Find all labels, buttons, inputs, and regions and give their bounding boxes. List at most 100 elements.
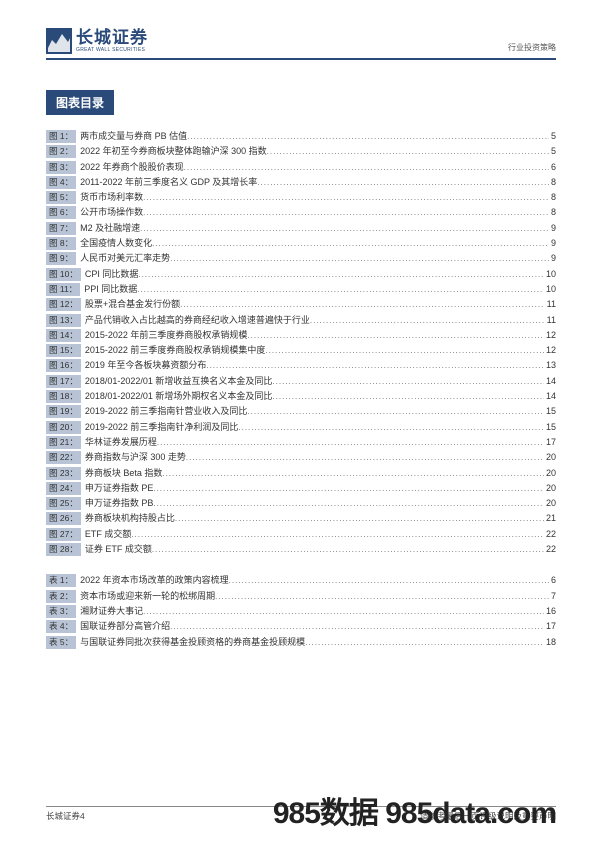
figure-page: 8 bbox=[549, 205, 556, 220]
figure-title: 2018/01-2022/01 新增收益互换名义本金及同比 bbox=[85, 374, 273, 389]
figure-tag: 图 1： bbox=[46, 130, 76, 143]
figure-page: 11 bbox=[545, 313, 556, 328]
figure-row: 图 17：2018/01-2022/01 新增收益互换名义本金及同比14 bbox=[46, 374, 556, 389]
figure-page: 6 bbox=[549, 160, 556, 175]
page-container: 长城证券 GREAT WALL SECURITIES 行业投资策略 图表目录 图… bbox=[0, 0, 596, 696]
figure-row: 图 13： 产品代销收入占比越高的券商经纪收入增速普遍快于行业 11 bbox=[46, 313, 556, 328]
table-tag: 表 1： bbox=[46, 574, 76, 587]
toc-leader-dots bbox=[184, 160, 549, 175]
figure-row: 图 23：券商板块 Beta 指数20 bbox=[46, 466, 556, 481]
figures-list: 图 1：两市成交量与券商 PB 估值5图 2：2022 年初至今券商板块整体跑输… bbox=[46, 129, 556, 557]
figure-row: 图 5：货币市场利率数8 bbox=[46, 190, 556, 205]
figure-row: 图 22：券商指数与沪深 300 走势20 bbox=[46, 450, 556, 465]
toc-leader-dots bbox=[187, 129, 549, 144]
figure-page: 12 bbox=[544, 343, 556, 358]
figure-tag: 图 15： bbox=[46, 344, 81, 357]
figure-title: 2019-2022 前三季指南针营业收入及同比 bbox=[85, 404, 248, 419]
figure-title: 2022 年初至今券商板块整体跑输沪深 300 指数 bbox=[80, 144, 267, 159]
figure-page: 9 bbox=[549, 251, 556, 266]
figure-title: 2019 年至今各板块募资额分布 bbox=[85, 358, 207, 373]
figure-tag: 图 28： bbox=[46, 543, 81, 556]
figure-page: 21 bbox=[544, 511, 556, 526]
figure-tag: 图 13： bbox=[46, 314, 81, 327]
toc-leader-dots bbox=[152, 236, 549, 251]
figure-title: M2 及社融增速 bbox=[80, 221, 140, 236]
table-page: 16 bbox=[544, 604, 556, 619]
figure-tag: 图 10： bbox=[46, 268, 81, 281]
figure-row: 图 27： ETF 成交额 22 bbox=[46, 527, 556, 542]
figure-page: 9 bbox=[549, 221, 556, 236]
figure-page: 10 bbox=[544, 267, 556, 282]
figure-row: 图 15：2015-2022 前三季度券商股权承销规模集中度12 bbox=[46, 343, 556, 358]
figure-row: 图 6：公开市场操作数8 bbox=[46, 205, 556, 220]
figure-title: 2015-2022 年前三季度券商股权承销规模 bbox=[85, 328, 248, 343]
toc-leader-dots bbox=[186, 450, 544, 465]
figure-title: ETF 成交额 bbox=[85, 527, 132, 542]
figure-page: 9 bbox=[549, 236, 556, 251]
figure-page: 22 bbox=[544, 542, 556, 557]
logo-cn: 长城证券 bbox=[76, 29, 148, 46]
figure-tag: 图 7： bbox=[46, 222, 76, 235]
figure-title: 申万证券指数 PE bbox=[85, 481, 154, 496]
figure-title: 人民币对美元汇率走势 bbox=[80, 251, 170, 266]
table-title: 2022 年资本市场改革的政策内容梳理 bbox=[80, 573, 229, 588]
toc-leader-dots bbox=[175, 511, 544, 526]
figure-tag: 图 24： bbox=[46, 482, 81, 495]
figure-tag: 图 8： bbox=[46, 237, 76, 250]
figure-tag: 图 22： bbox=[46, 451, 81, 464]
figure-title: CPI 同比数据 bbox=[85, 267, 139, 282]
figure-page: 13 bbox=[544, 358, 556, 373]
logo: 长城证券 GREAT WALL SECURITIES bbox=[46, 28, 148, 54]
figure-row: 图 25：申万证券指数 PB20 bbox=[46, 496, 556, 511]
figure-row: 图 2：2022 年初至今券商板块整体跑输沪深 300 指数5 bbox=[46, 144, 556, 159]
table-tag: 表 2： bbox=[46, 590, 76, 603]
logo-text: 长城证券 GREAT WALL SECURITIES bbox=[76, 29, 148, 53]
table-page: 7 bbox=[549, 589, 556, 604]
figure-tag: 图 9： bbox=[46, 252, 76, 265]
toc-leader-dots bbox=[229, 573, 549, 588]
watermark: 985数据 985data.com bbox=[273, 788, 556, 832]
figure-page: 20 bbox=[544, 496, 556, 511]
figure-page: 11 bbox=[545, 297, 556, 312]
figure-row: 图 26：券商板块机构持股占比21 bbox=[46, 511, 556, 526]
table-title: 国联证券部分高管介绍 bbox=[80, 619, 170, 634]
figure-row: 图 4：2011-2022 年前三季度名义 GDP 及其增长率8 bbox=[46, 175, 556, 190]
figure-title: 2011-2022 年前三季度名义 GDP 及其增长率 bbox=[80, 175, 257, 190]
figure-page: 15 bbox=[544, 404, 556, 419]
figure-tag: 图 5： bbox=[46, 191, 76, 204]
toc-leader-dots bbox=[215, 589, 549, 604]
toc-leader-dots bbox=[143, 604, 544, 619]
figure-title: 2019-2022 前三季指南针净利润及同比 bbox=[85, 420, 239, 435]
figure-page: 14 bbox=[544, 374, 556, 389]
figure-title: 2018/01-2022/01 新增场外期权名义本金及同比 bbox=[85, 389, 273, 404]
header-category: 行业投资策略 bbox=[508, 42, 556, 53]
tables-list: 表 1：2022 年资本市场改革的政策内容梳理6表 2：资本市场或迎来新一轮的松… bbox=[46, 573, 556, 649]
toc-leader-dots bbox=[180, 297, 545, 312]
figure-title: 华林证券发展历程 bbox=[85, 435, 157, 450]
figure-page: 22 bbox=[544, 527, 556, 542]
figure-row: 图 7： M2 及社融增速 9 bbox=[46, 221, 556, 236]
figure-title: 证券 ETF 成交额 bbox=[85, 542, 152, 557]
table-row: 表 4：国联证券部分高管介绍17 bbox=[46, 619, 556, 634]
figure-tag: 图 16： bbox=[46, 359, 81, 372]
logo-en: GREAT WALL SECURITIES bbox=[76, 47, 148, 53]
toc-leader-dots bbox=[267, 144, 549, 159]
figure-title: 产品代销收入占比越高的券商经纪收入增速普遍快于行业 bbox=[85, 313, 310, 328]
figure-tag: 图 4： bbox=[46, 176, 76, 189]
figure-tag: 图 19： bbox=[46, 405, 81, 418]
figure-page: 5 bbox=[549, 144, 556, 159]
figure-title: PPI 同比数据 bbox=[84, 282, 137, 297]
figure-title: 公开市场操作数 bbox=[80, 205, 143, 220]
figure-row: 图 24：申万证券指数 PE20 bbox=[46, 481, 556, 496]
toc-leader-dots bbox=[206, 358, 544, 373]
figure-tag: 图 14： bbox=[46, 329, 81, 342]
toc-leader-dots bbox=[272, 389, 544, 404]
figure-page: 5 bbox=[549, 129, 556, 144]
figure-title: 货币市场利率数 bbox=[80, 190, 143, 205]
toc-leader-dots bbox=[153, 496, 544, 511]
figure-tag: 图 27： bbox=[46, 528, 81, 541]
table-row: 表 1：2022 年资本市场改革的政策内容梳理6 bbox=[46, 573, 556, 588]
figure-row: 图 19： 2019-2022 前三季指南针营业收入及同比 15 bbox=[46, 404, 556, 419]
figure-row: 图 3：2022 年券商个股股价表现6 bbox=[46, 160, 556, 175]
figure-title: 券商板块 Beta 指数 bbox=[85, 466, 163, 481]
